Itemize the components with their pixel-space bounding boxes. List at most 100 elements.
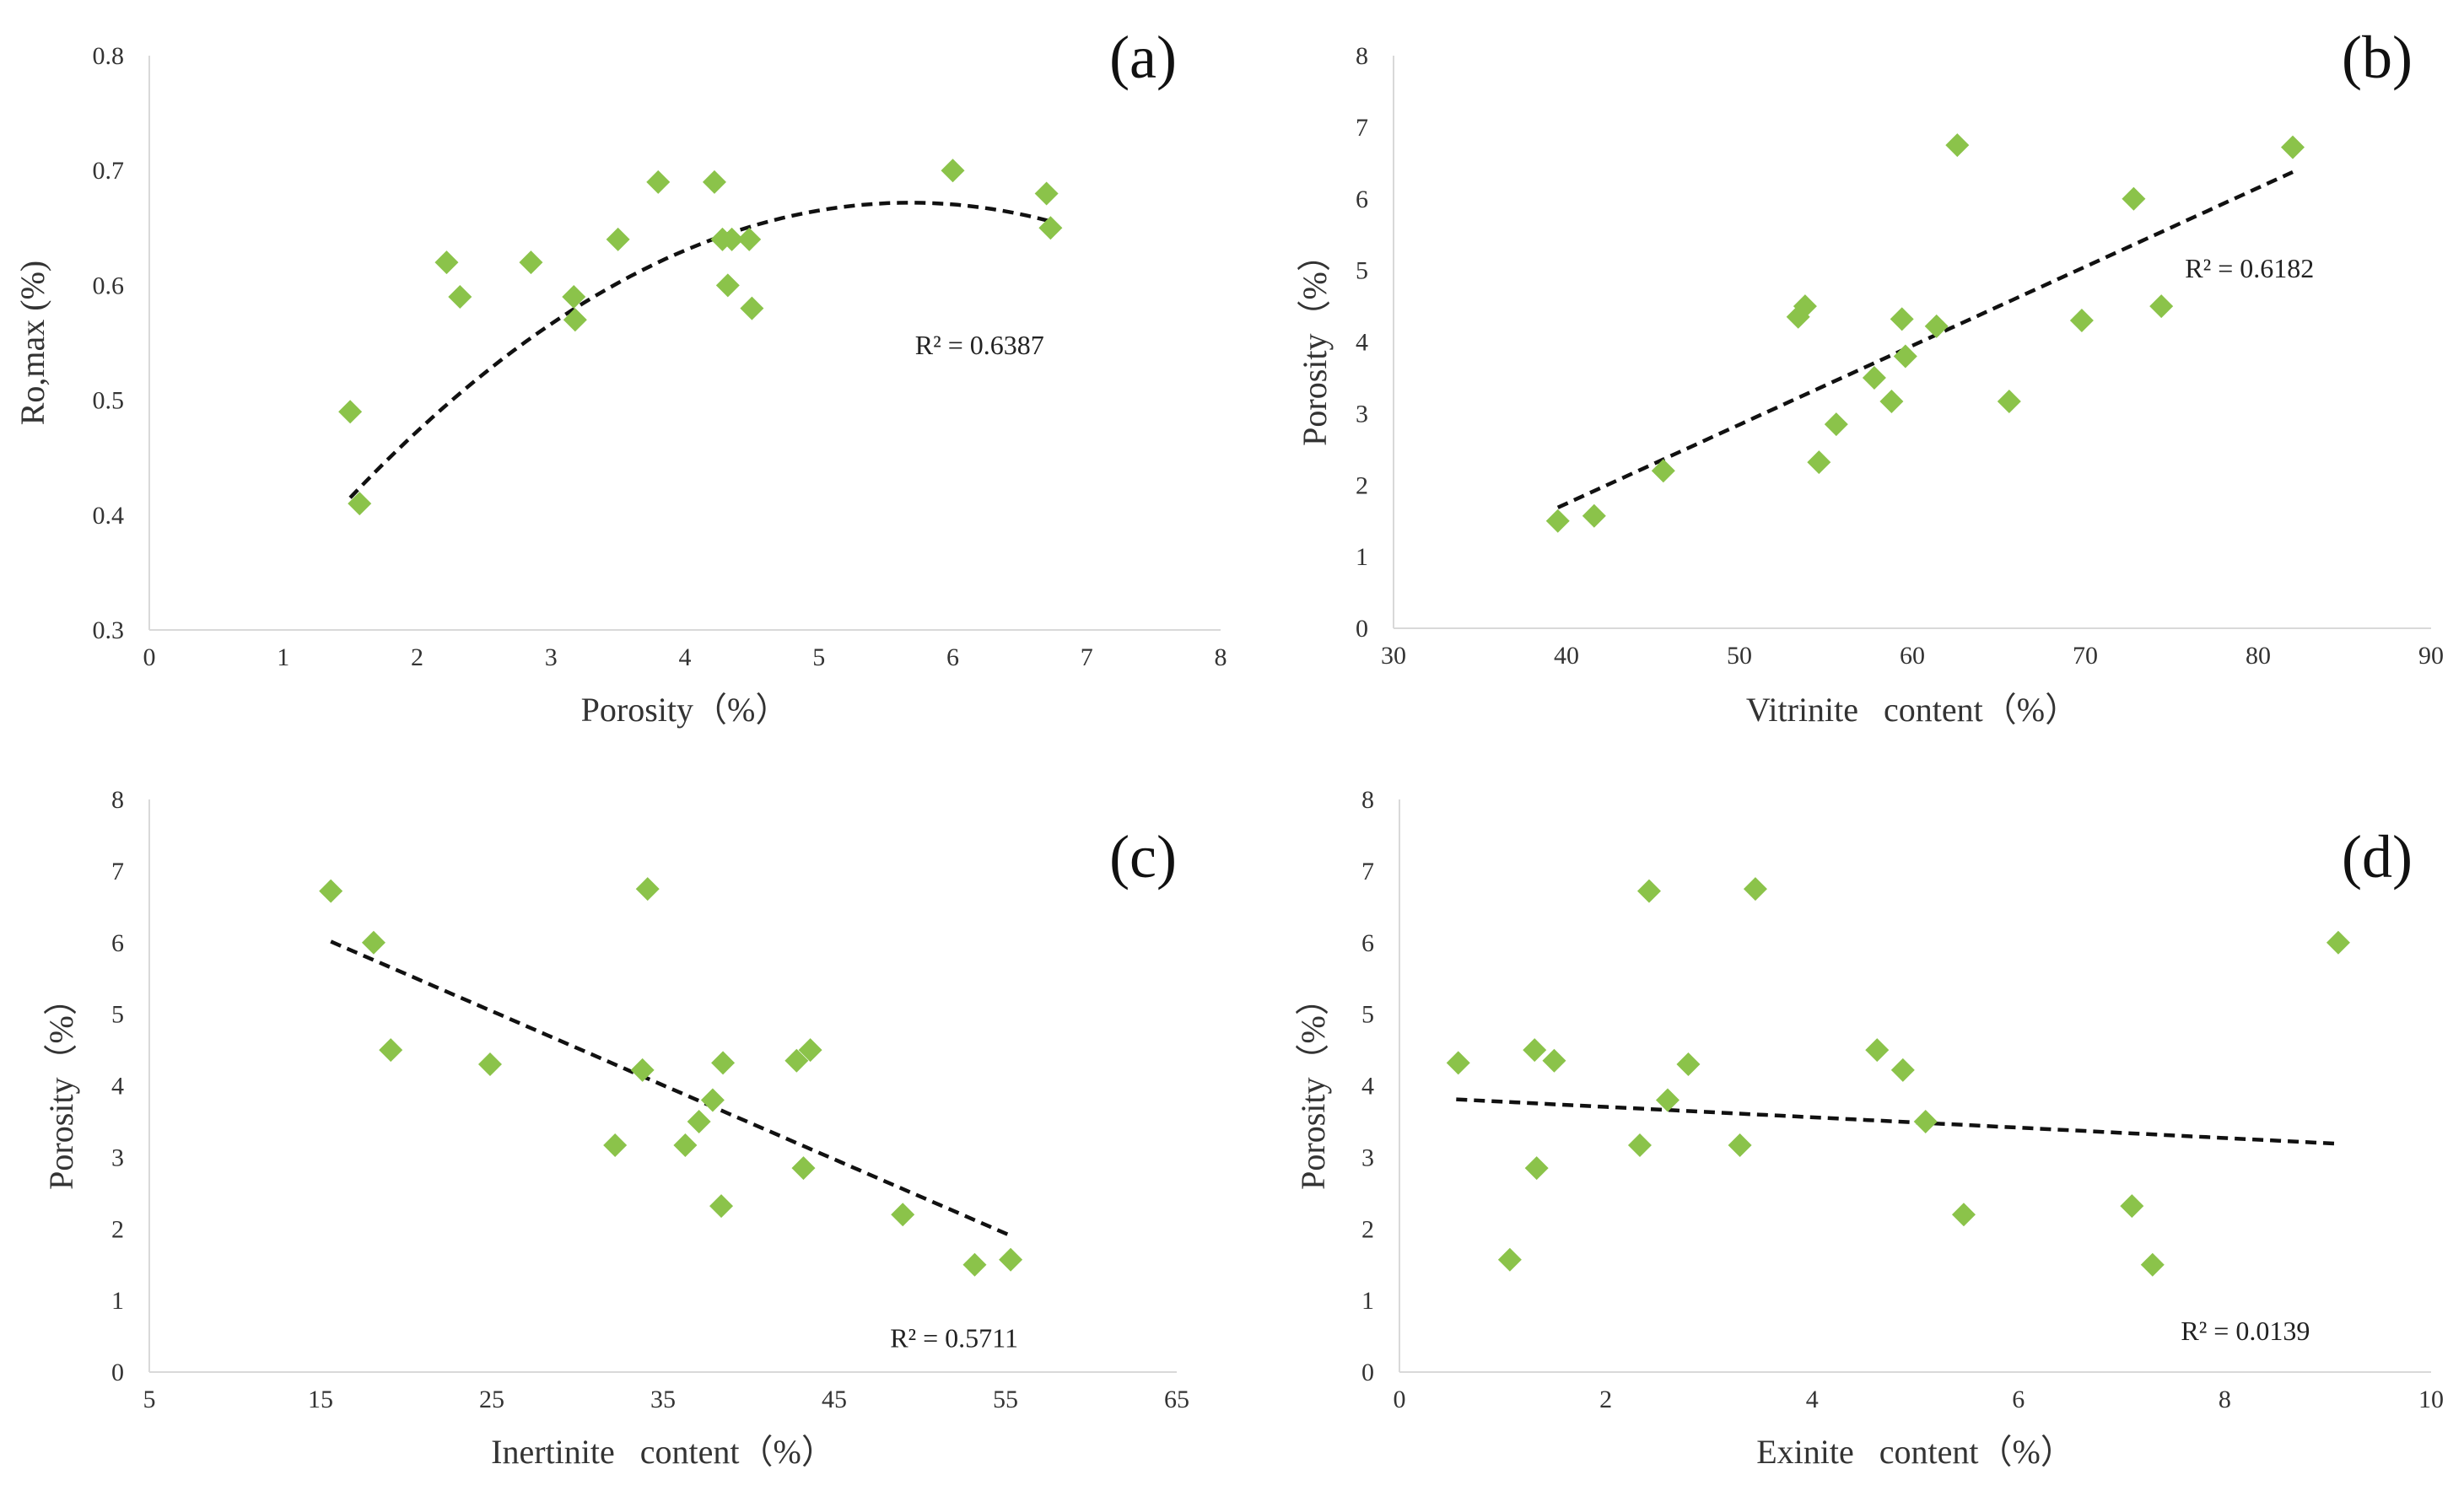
- data-point: [711, 1051, 736, 1075]
- data-point: [1893, 344, 1917, 369]
- y-tick-label: 8: [1356, 42, 1368, 70]
- data-point: [1523, 1038, 1547, 1063]
- data-point: [1743, 877, 1767, 902]
- data-point: [1446, 1051, 1470, 1075]
- chart-panel-1: 0 1 2 3 4 5 6 7 8 0.3 0.4 0.5 0.6 0.7 0.8 Porosity（%） Ro…: [13, 24, 1227, 729]
- x-tick-label: 3: [545, 643, 558, 671]
- data-point: [379, 1038, 403, 1063]
- x-tick-label: 90: [2418, 642, 2444, 670]
- x-tick-label: 55: [993, 1386, 1018, 1413]
- y-tick-label: 2: [1361, 1215, 1374, 1243]
- y-axis-title: Porosity（%）: [42, 982, 80, 1190]
- r-squared-label: R² = 0.5711: [890, 1322, 1018, 1353]
- data-point: [563, 308, 587, 332]
- y-tick-label: 0: [1361, 1359, 1374, 1386]
- panel-label: (b): [2342, 24, 2413, 91]
- y-tick-label: 6: [111, 929, 124, 957]
- data-point: [784, 1048, 809, 1073]
- data-point: [2069, 309, 2094, 333]
- trend-line: [348, 201, 1051, 499]
- x-tick-label: 80: [2246, 642, 2271, 670]
- data-point: [1890, 307, 1914, 331]
- x-tick-label: 2: [1599, 1386, 1612, 1413]
- data-point: [603, 1133, 628, 1157]
- x-axis-title: Porosity（%）: [581, 691, 790, 729]
- y-tick-label: 3: [1356, 400, 1368, 428]
- y-axis-title: Porosity（%）: [1296, 238, 1334, 446]
- x-tick-label: 70: [2073, 642, 2098, 670]
- data-point: [2122, 186, 2146, 211]
- x-axis-title: Exinite content（%）: [1756, 1433, 2074, 1471]
- data-point: [1824, 412, 1848, 437]
- trend-line: [330, 939, 1011, 1238]
- y-tick-label: 4: [1361, 1073, 1374, 1101]
- y-tick-label: 6: [1361, 929, 1374, 957]
- data-point: [1651, 459, 1675, 483]
- data-point: [673, 1133, 698, 1157]
- data-point: [1655, 1088, 1680, 1112]
- data-point: [1524, 1156, 1549, 1181]
- data-point: [1807, 450, 1831, 475]
- y-tick-label: 0.4: [93, 502, 125, 530]
- panel-label: (d): [2342, 823, 2413, 891]
- data-point: [687, 1109, 711, 1133]
- data-point: [1034, 181, 1059, 206]
- x-tick-label: 2: [411, 643, 423, 671]
- data-point: [361, 930, 386, 955]
- data-point: [1862, 365, 1886, 390]
- data-point: [434, 250, 459, 275]
- data-point: [1997, 389, 2021, 413]
- y-tick-label: 5: [1356, 257, 1368, 285]
- panel-label: (c): [1109, 823, 1177, 891]
- x-tick-label: 30: [1381, 642, 1406, 670]
- x-tick-label: 6: [2012, 1386, 2025, 1413]
- data-point: [1793, 294, 1817, 319]
- y-tick-label: 8: [1361, 786, 1374, 814]
- x-tick-label: 45: [822, 1386, 847, 1413]
- data-point: [1865, 1038, 1890, 1063]
- data-point: [1545, 509, 1570, 533]
- data-point: [715, 273, 740, 298]
- y-tick-label: 5: [111, 1001, 124, 1029]
- data-point: [1890, 1058, 1915, 1082]
- data-point: [791, 1156, 816, 1181]
- data-point: [448, 285, 472, 309]
- data-point: [319, 879, 343, 903]
- y-tick-label: 0.3: [93, 616, 125, 644]
- data-point: [562, 285, 586, 309]
- y-tick-label: 7: [1356, 114, 1368, 142]
- x-axis-title: Vitrinite content（%）: [1746, 691, 2078, 729]
- x-tick-label: 60: [1900, 642, 1925, 670]
- y-tick-label: 0: [1356, 615, 1368, 643]
- data-point: [1728, 1133, 1752, 1157]
- data-point: [1945, 133, 1970, 158]
- y-tick-label: 0.8: [93, 42, 125, 70]
- y-tick-label: 8: [111, 786, 124, 814]
- data-point: [1951, 1203, 1976, 1227]
- data-point: [1038, 216, 1063, 240]
- data-point: [1924, 314, 1949, 338]
- data-point: [1497, 1247, 1522, 1272]
- x-tick-label: 5: [812, 643, 825, 671]
- x-tick-label: 5: [143, 1386, 156, 1413]
- data-point: [2149, 294, 2174, 319]
- y-axis-title: Ro,max (%): [13, 261, 51, 426]
- x-tick-label: 65: [1164, 1386, 1189, 1413]
- data-point: [1542, 1048, 1566, 1073]
- data-point: [635, 877, 660, 902]
- data-point: [700, 1088, 725, 1112]
- x-tick-label: 50: [1727, 642, 1752, 670]
- data-point: [740, 296, 764, 320]
- y-axis-title: Porosity（%）: [1294, 982, 1332, 1190]
- y-tick-label: 4: [1356, 329, 1368, 357]
- y-tick-label: 1: [1361, 1287, 1374, 1315]
- r-squared-label: R² = 0.0139: [2181, 1316, 2310, 1346]
- data-point: [477, 1052, 502, 1077]
- y-tick-label: 0.5: [93, 387, 125, 415]
- x-tick-label: 15: [308, 1386, 333, 1413]
- data-point: [941, 159, 965, 183]
- y-tick-label: 0.6: [93, 272, 125, 299]
- x-tick-label: 0: [1394, 1386, 1406, 1413]
- y-tick-label: 3: [111, 1144, 124, 1171]
